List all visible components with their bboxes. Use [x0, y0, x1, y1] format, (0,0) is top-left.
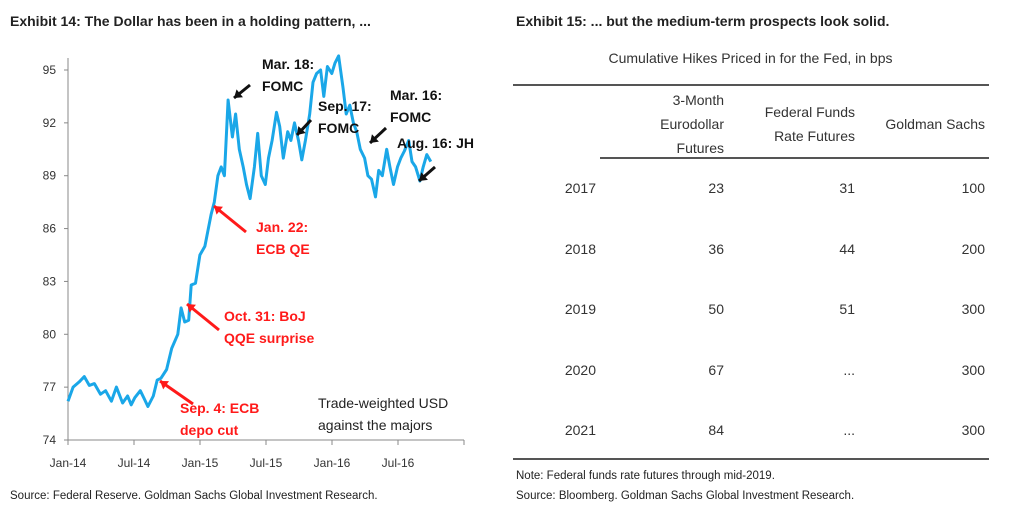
annotation-line: Jan. 22: — [256, 219, 309, 235]
table-cell: 36 — [708, 240, 724, 257]
exhibit-15-title: Exhibit 15: ... but the medium-term pros… — [516, 13, 890, 29]
y-tick-label: 80 — [43, 327, 57, 341]
annotation-line: Sep. 17: — [318, 98, 372, 114]
column-header-line: Futures — [676, 140, 724, 156]
x-tick-label: Jul-15 — [250, 456, 283, 470]
right-source: Source: Bloomberg. Goldman Sachs Global … — [516, 490, 855, 502]
column-header-line: Rate Futures — [774, 128, 855, 144]
annotation-line: FOMC — [262, 78, 304, 94]
annotation-4: Jan. 22: ECB QE — [256, 216, 310, 260]
table-subtitle: Cumulative Hikes Priced in for the Fed, … — [608, 50, 893, 66]
annotation-1: Sep. 17: FOMC — [318, 95, 372, 139]
y-tick-label: 83 — [43, 274, 57, 288]
table-top-rule — [513, 84, 989, 86]
table-cell: 300 — [961, 361, 985, 378]
table-cell: 300 — [961, 301, 985, 317]
annotation-line: Aug. 16: JH — [397, 135, 475, 151]
arrow-head-icon — [370, 134, 379, 143]
annotation-0: Mar. 18: FOMC — [262, 53, 314, 97]
table-cell: 200 — [961, 240, 985, 257]
arrow-head-icon — [214, 206, 223, 215]
row-year: 2019 — [564, 301, 596, 317]
table-cell: 300 — [961, 422, 985, 438]
usd-series-line — [66, 54, 433, 408]
arrow-head-icon — [419, 172, 428, 181]
column-header-line: 3-Month — [672, 92, 724, 108]
table-cell: 31 — [839, 180, 855, 196]
annotation-3: Aug. 16: JH — [397, 132, 474, 154]
annotation-line: Mar. 18: — [262, 56, 315, 72]
y-tick-label: 77 — [43, 380, 57, 394]
table-cell: 23 — [708, 180, 724, 196]
arrow-head-icon — [234, 89, 243, 98]
y-tick-label: 89 — [43, 169, 57, 183]
usd-line-chart: 74 77 80 83 86 89 92 95 Jan-14 Jul-14 Jan-15 Jul-15… — [43, 54, 465, 470]
y-tick-label: 74 — [43, 433, 57, 447]
annotation-line: depo cut — [180, 422, 239, 438]
table-bottom-rule — [513, 458, 989, 460]
x-tick-label: Jul-16 — [382, 456, 415, 470]
table-cell: 44 — [839, 240, 855, 257]
annotation-line: QQE surprise — [224, 330, 315, 346]
x-tick-label: Jul-14 — [118, 456, 151, 470]
column-header-line: Federal Funds — [764, 104, 855, 120]
row-year: 2021 — [564, 422, 596, 438]
table-cell: 50 — [708, 301, 724, 317]
column-header: Federal Funds Rate Futures — [765, 100, 855, 148]
series-label-line: Trade-weighted USD — [318, 395, 449, 411]
table-cell: ... — [843, 361, 855, 378]
table-cell: 84 — [708, 422, 724, 438]
y-tick-label: 86 — [43, 222, 57, 236]
row-year: 2017 — [564, 180, 596, 196]
column-header: Goldman Sachs — [885, 112, 985, 136]
table-note: Note: Federal funds rate futures through… — [516, 470, 775, 482]
annotation-line: Sep. 4: ECB — [180, 400, 260, 416]
column-header: 3-Month Eurodollar Futures — [660, 88, 724, 160]
column-header-line: Eurodollar — [660, 116, 724, 132]
arrow-head-icon — [160, 381, 169, 390]
left-source: Source: Federal Reserve. Goldman Sachs G… — [10, 490, 378, 502]
annotation-5: Oct. 31: BoJ QQE surprise — [224, 305, 314, 349]
y-tick-label: 92 — [43, 116, 57, 130]
annotation-line: FOMC — [390, 109, 432, 125]
arrow-head-icon — [187, 304, 196, 313]
x-tick-label: Jan-14 — [50, 456, 87, 470]
series-label-line: against the majors — [318, 417, 433, 433]
x-tick-label: Jan-16 — [314, 456, 351, 470]
table-cell: 100 — [961, 180, 985, 196]
annotation-line: FOMC — [318, 120, 360, 136]
table-cell: 51 — [839, 301, 855, 317]
table-cell: 67 — [708, 361, 724, 378]
table-header-rule — [600, 157, 989, 159]
x-tick-label: Jan-15 — [182, 456, 219, 470]
exhibit-14-title: Exhibit 14: The Dollar has been in a hol… — [10, 13, 371, 29]
annotation-line: ECB QE — [256, 241, 310, 257]
column-header-line: Goldman Sachs — [885, 116, 985, 132]
series-label: Trade-weighted USD against the majors — [318, 392, 448, 436]
y-tick-label: 95 — [43, 63, 57, 77]
row-year: 2020 — [564, 361, 596, 378]
annotation-line: Oct. 31: BoJ — [224, 308, 306, 324]
arrow-head-icon — [297, 126, 306, 135]
annotation-6: Sep. 4: ECB depo cut — [180, 397, 259, 441]
table-cell: ... — [843, 422, 855, 438]
annotation-line: Mar. 16: — [390, 87, 443, 103]
row-year: 2018 — [564, 240, 596, 257]
annotation-2: Mar. 16: FOMC — [390, 84, 442, 128]
